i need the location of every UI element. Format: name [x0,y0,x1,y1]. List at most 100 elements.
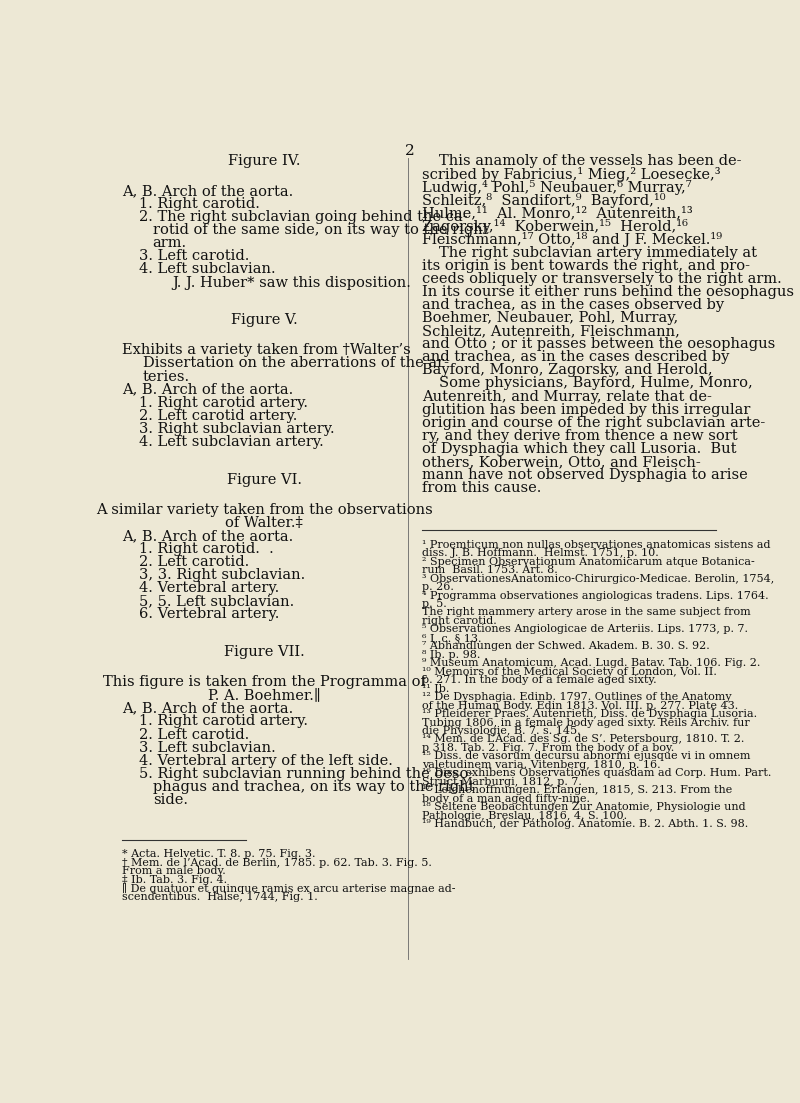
Text: 5, 5. Left subclavian.: 5, 5. Left subclavian. [138,595,294,609]
Text: Zagorsky,¹⁴  Koberwein,¹⁵  Herold,¹⁶: Zagorsky,¹⁴ Koberwein,¹⁵ Herold,¹⁶ [422,219,687,234]
Text: Tubing 1806, in a female body aged sixty. Reils Archiv. fur: Tubing 1806, in a female body aged sixty… [422,718,750,728]
Text: p 318. Tab. 2. Fig. 7. From the body of a boy.: p 318. Tab. 2. Fig. 7. From the body of … [422,743,674,753]
Text: 2. Left carotid.: 2. Left carotid. [138,728,249,741]
Text: ¹⁴ Mem. de L’Acad. des Sg. de S’. Petersbourg, 1810. T. 2.: ¹⁴ Mem. de L’Acad. des Sg. de S’. Peters… [422,735,744,745]
Text: ⁵ Observationes Angiologicae de Arteriis. Lips. 1773, p. 7.: ⁵ Observationes Angiologicae de Arteriis… [422,624,748,634]
Text: rotid of the same side, on its way to the right: rotid of the same side, on its way to th… [153,223,488,237]
Text: p. 26.: p. 26. [422,582,454,592]
Text: A, B. Arch of the aorta.: A, B. Arch of the aorta. [122,529,293,543]
Text: right carotid.: right carotid. [422,615,496,625]
Text: of the Human Body. Edin 1813. Vol. III. p. 277. Plate 43.: of the Human Body. Edin 1813. Vol. III. … [422,700,738,710]
Text: diss. J. B. Hoffmann.  Helmst. 1751, p. 10.: diss. J. B. Hoffmann. Helmst. 1751, p. 1… [422,548,658,558]
Text: Struct Marburgi, 1812, p. 7.: Struct Marburgi, 1812, p. 7. [422,777,582,786]
Text: ⁴ Programma observationes angiologicas tradens. Lips. 1764.: ⁴ Programma observationes angiologicas t… [422,590,768,600]
Text: Schleitz, Autenreith, Fleischmann,: Schleitz, Autenreith, Fleischmann, [422,324,679,339]
Text: * Acta. Helvetic. T. 8. p. 75. Fig. 3.: * Acta. Helvetic. T. 8. p. 75. Fig. 3. [122,849,315,859]
Text: and trachea, as in the cases described by: and trachea, as in the cases described b… [422,351,729,364]
Text: The right mammery artery arose in the same subject from: The right mammery artery arose in the sa… [422,608,750,618]
Text: 3. Left subclavian.: 3. Left subclavian. [138,740,275,754]
Text: ceeds obliquely or transversely to the right arm.: ceeds obliquely or transversely to the r… [422,271,782,286]
Text: ‡ Ib. Tab. 3. Fig. 4.: ‡ Ib. Tab. 3. Fig. 4. [122,875,227,885]
Text: and Otto ; or it passes between the oesophagus: and Otto ; or it passes between the oeso… [422,338,775,351]
Text: its origin is bent towards the right, and pro-: its origin is bent towards the right, an… [422,258,750,272]
Text: ¹¹ Ib.: ¹¹ Ib. [422,684,449,694]
Text: Figure VI.: Figure VI. [227,473,302,486]
Text: ¹ Proemticum non nullas observationes anatomicas sistens ad: ¹ Proemticum non nullas observationes an… [422,539,770,549]
Text: body of a man aged fifty-nine.: body of a man aged fifty-nine. [422,794,590,804]
Text: ⁹ Museum Anatomicum, Acad. Lugd. Batav. Tab. 106. Fig. 2.: ⁹ Museum Anatomicum, Acad. Lugd. Batav. … [422,658,760,668]
Text: ¹⁶ Diss. exhibens Observationes quasdam ad Corp. Hum. Part.: ¹⁶ Diss. exhibens Observationes quasdam … [422,769,771,779]
Text: others, Koberwein, Otto, and Fleisch-: others, Koberwein, Otto, and Fleisch- [422,456,700,469]
Text: The right subclavian artery immediately at: The right subclavian artery immediately … [438,246,757,259]
Text: Bayford, Monro, Zagorsky, and Herold,: Bayford, Monro, Zagorsky, and Herold, [422,363,712,377]
Text: p. 5.: p. 5. [422,599,446,609]
Text: ¹⁷ Leichenoffnungen. Erlangen, 1815, S. 213. From the: ¹⁷ Leichenoffnungen. Erlangen, 1815, S. … [422,785,732,795]
Text: ⁶ I, c. § 13.: ⁶ I, c. § 13. [422,633,481,643]
Text: mann have not observed Dysphagia to arise: mann have not observed Dysphagia to aris… [422,468,747,482]
Text: 5. Right subclavian running behind the oeso-: 5. Right subclavian running behind the o… [138,767,473,781]
Text: 2. Left carotid.: 2. Left carotid. [138,555,249,569]
Text: p. 271. In the body of a female aged sixty.: p. 271. In the body of a female aged six… [422,675,656,685]
Text: rum  Basil. 1753. Art. 8.: rum Basil. 1753. Art. 8. [422,565,558,575]
Text: A, B. Arch of the aorta.: A, B. Arch of the aorta. [122,184,293,197]
Text: ¹⁹ Handbuch, der Patholog. Anatomie. B. 2. Abth. 1. S. 98.: ¹⁹ Handbuch, der Patholog. Anatomie. B. … [422,820,748,829]
Text: In its course it either runs behind the oesophagus: In its course it either runs behind the … [422,285,794,299]
Text: 2. Left carotid artery.: 2. Left carotid artery. [138,409,297,422]
Text: Boehmer, Neubauer, Pohl, Murray,: Boehmer, Neubauer, Pohl, Murray, [422,311,678,325]
Text: 1. Right carotid.  .: 1. Right carotid. . [138,542,274,556]
Text: J. J. Huber* saw this disposition.: J. J. Huber* saw this disposition. [172,276,411,290]
Text: and trachea, as in the cases observed by: and trachea, as in the cases observed by [422,298,724,312]
Text: 4. Left subclavian artery.: 4. Left subclavian artery. [138,435,323,449]
Text: ¹⁰ Memoirs of the Medical Society of London, Vol. II.: ¹⁰ Memoirs of the Medical Society of Lon… [422,666,717,677]
Text: Some physicians, Bayford, Hulme, Monro,: Some physicians, Bayford, Hulme, Monro, [438,376,753,390]
Text: scribed by Fabricius,¹ Mieg,² Loesecke,³: scribed by Fabricius,¹ Mieg,² Loesecke,³ [422,167,720,182]
Text: 1. Right carotid artery.: 1. Right carotid artery. [138,715,308,728]
Text: 3, 3. Right subclavian.: 3, 3. Right subclavian. [138,568,305,582]
Text: 4. Left subclavian.: 4. Left subclavian. [138,263,275,277]
Text: ry, and they derive from thence a new sort: ry, and they derive from thence a new so… [422,429,738,442]
Text: ¹⁵ Diss. de vasorum decursu abnormi ejusque vi in omnem: ¹⁵ Diss. de vasorum decursu abnormi ejus… [422,751,750,761]
Text: Autenreith, and Murray, relate that de-: Autenreith, and Murray, relate that de- [422,389,711,404]
Text: This anamoly of the vessels has been de-: This anamoly of the vessels has been de- [438,154,741,168]
Text: Ludwig,⁴ Pohl,⁵ Neubauer,⁶ Murray,⁷: Ludwig,⁴ Pohl,⁵ Neubauer,⁶ Murray,⁷ [422,180,691,195]
Text: scendentibus.  Halse, 1744, Fig. 1.: scendentibus. Halse, 1744, Fig. 1. [122,891,318,901]
Text: 3. Left carotid.: 3. Left carotid. [138,249,249,264]
Text: Hulme,¹¹  Al. Monro,¹²  Autenreith,¹³: Hulme,¹¹ Al. Monro,¹² Autenreith,¹³ [422,206,692,221]
Text: From a male body.: From a male body. [122,866,226,876]
Text: 4. Vertebral artery.: 4. Vertebral artery. [138,581,279,596]
Text: ¹² De Dysphagia. Edinb. 1797. Outlines of the Anatomy: ¹² De Dysphagia. Edinb. 1797. Outlines o… [422,693,731,703]
Text: 1. Right carotid.: 1. Right carotid. [138,197,260,211]
Text: teries.: teries. [142,370,190,384]
Text: Fleischmann,¹⁷ Otto,¹⁸ and J F. Meckel.¹⁹: Fleischmann,¹⁷ Otto,¹⁸ and J F. Meckel.¹… [422,233,722,247]
Text: A similar variety taken from the observations: A similar variety taken from the observa… [96,503,433,516]
Text: This figure is taken from the Programma of: This figure is taken from the Programma … [103,675,426,689]
Text: Figure VII.: Figure VII. [224,645,305,660]
Text: Figure V.: Figure V. [231,313,298,328]
Text: of Dysphagia which they call Lusoria.  But: of Dysphagia which they call Lusoria. Bu… [422,442,736,456]
Text: 3. Right subclavian artery.: 3. Right subclavian artery. [138,421,334,436]
Text: Schleitz,⁸  Sandifort,⁹  Bayford,¹⁰: Schleitz,⁸ Sandifort,⁹ Bayford,¹⁰ [422,193,666,208]
Text: 2: 2 [405,143,415,158]
Text: ³ ObservationesAnatomico-Chirurgico-Medicae. Berolin, 1754,: ³ ObservationesAnatomico-Chirurgico-Medi… [422,574,774,583]
Text: Exhibits a variety taken from †Walter’s: Exhibits a variety taken from †Walter’s [122,343,410,357]
Text: ∥ De quatuor et quinque ramis ex arcu arterise magnae ad-: ∥ De quatuor et quinque ramis ex arcu ar… [122,884,455,895]
Text: ⁷ Abhandlungen der Schwed. Akadem. B. 30. S. 92.: ⁷ Abhandlungen der Schwed. Akadem. B. 30… [422,641,710,652]
Text: side.: side. [153,793,188,807]
Text: phagus and trachea, on its way to the right: phagus and trachea, on its way to the ri… [153,780,474,794]
Text: of Walter.‡: of Walter.‡ [226,516,303,529]
Text: 4. Vertebral artery of the left side.: 4. Vertebral artery of the left side. [138,753,393,768]
Text: die Physiologie, B. 7. s. 145.: die Physiologie, B. 7. s. 145. [422,726,580,736]
Text: glutition has been impeded by this irregular: glutition has been impeded by this irreg… [422,403,750,417]
Text: ² Specimen Observationum Anatomicarum atque Botanica-: ² Specimen Observationum Anatomicarum at… [422,557,754,567]
Text: 6. Vertebral artery.: 6. Vertebral artery. [138,608,279,621]
Text: origin and course of the right subclavian arte-: origin and course of the right subclavia… [422,416,765,430]
Text: Pathologie, Breslau, 1816, 4. S. 100.: Pathologie, Breslau, 1816, 4. S. 100. [422,811,626,821]
Text: arm.: arm. [153,236,187,250]
Text: from this cause.: from this cause. [422,481,541,495]
Text: ⁸ Ib. p. 98.: ⁸ Ib. p. 98. [422,650,480,660]
Text: valetudinem varia. Vitenberg, 1810, p. 16.: valetudinem varia. Vitenberg, 1810, p. 1… [422,760,660,770]
Text: A, B. Arch of the aorta.: A, B. Arch of the aorta. [122,702,293,716]
Text: Dissertation on the aberrations of the ar-: Dissertation on the aberrations of the a… [142,356,449,371]
Text: A, B. Arch of the aorta.: A, B. Arch of the aorta. [122,383,293,397]
Text: P. A. Boehmer.∥: P. A. Boehmer.∥ [208,688,321,703]
